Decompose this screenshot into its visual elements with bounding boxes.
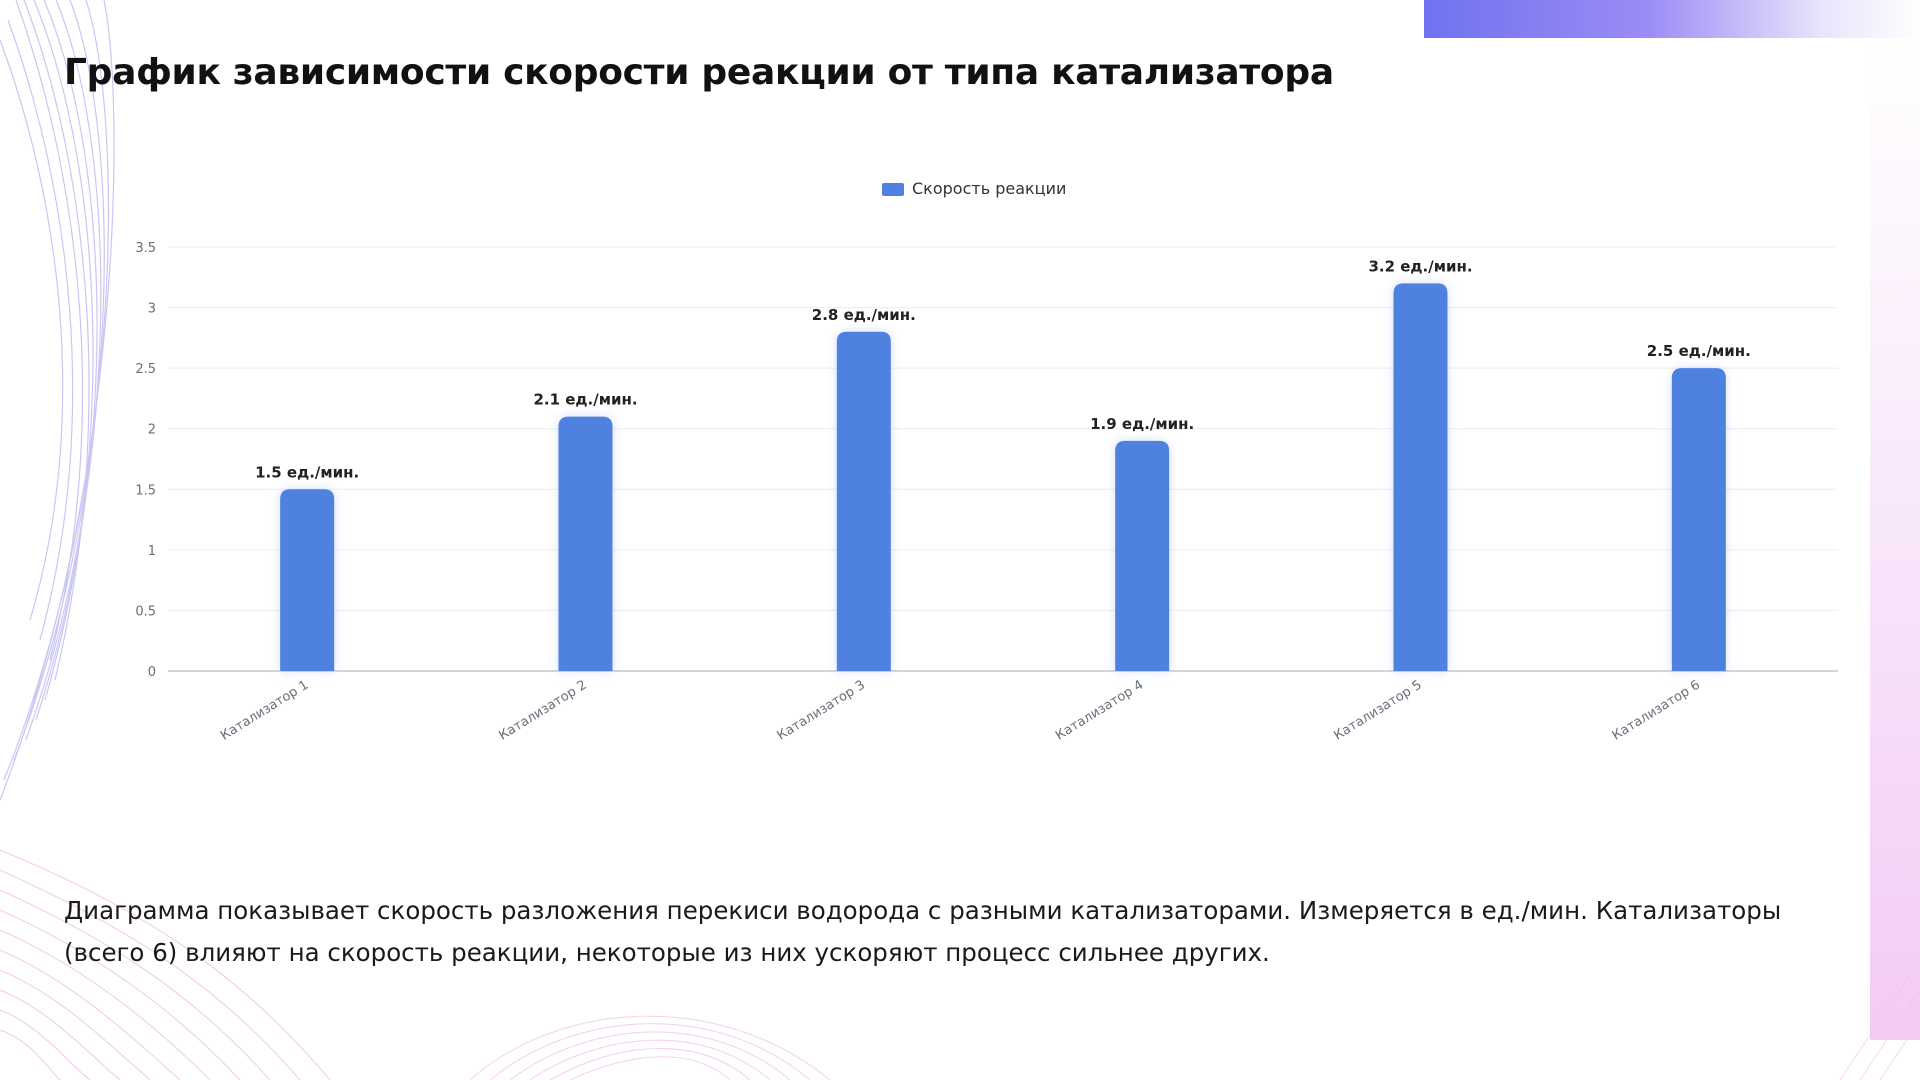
x-axis-ticks: Катализатор 1 Катализатор 2 Катализатор 3 К…	[218, 678, 1703, 744]
data-label-3: 2.8 ед./мин.	[812, 306, 916, 324]
data-label-1: 1.5 ед./мин.	[255, 463, 359, 481]
data-label-2: 2.1 ед./мин.	[533, 391, 637, 409]
x-tick-label-5: Катализатор 5	[1331, 678, 1424, 744]
bar-4	[1115, 440, 1170, 671]
x-tick-label-6: Катализатор 6	[1610, 678, 1703, 744]
right-edge-glow	[1870, 40, 1920, 1040]
bar-2	[558, 416, 613, 671]
y-tick-label: 1.5	[135, 483, 156, 498]
legend-label-series: Скорость реакции	[912, 179, 1066, 198]
data-labels: 1.5 ед./мин. 2.1 ед./мин. 2.8 ед./мин. 1.9 …	[255, 257, 1751, 481]
data-label-6: 2.5 ед./мин.	[1647, 342, 1751, 360]
x-tick-label-2: Катализатор 2	[496, 678, 589, 744]
x-tick-label-3: Катализатор 3	[775, 678, 868, 744]
bar-6	[1671, 368, 1726, 671]
y-tick-label: 2.5	[135, 362, 156, 377]
bar-5	[1393, 283, 1448, 671]
x-tick-label-1: Катализатор 1	[218, 678, 311, 744]
grid-lines	[168, 246, 1838, 672]
bars	[280, 283, 1726, 671]
bar-3	[836, 331, 891, 671]
x-tick-label-4: Катализатор 4	[1053, 678, 1146, 744]
data-label-4: 1.9 ед./мин.	[1090, 415, 1194, 433]
y-axis-ticks: 0 0.5 1 1.5 2 2.5 3 3.5	[135, 241, 156, 680]
bar-1	[280, 489, 335, 671]
chart-caption: Диаграмма показывает скорость разложения…	[64, 896, 1782, 967]
page-title: График зависимости скорости реакции от т…	[64, 52, 1334, 93]
top-accent-bar	[1424, 0, 1920, 38]
data-label-5: 3.2 ед./мин.	[1368, 257, 1472, 275]
y-tick-label: 0.5	[135, 604, 156, 619]
legend-swatch	[882, 183, 904, 196]
chart-legend: Скорость реакции	[882, 179, 1066, 198]
y-tick-label: 0	[148, 665, 156, 680]
y-tick-label: 2	[148, 423, 156, 438]
y-tick-label: 3	[148, 302, 156, 317]
y-tick-label: 3.5	[135, 241, 156, 256]
y-tick-label: 1	[148, 544, 156, 559]
